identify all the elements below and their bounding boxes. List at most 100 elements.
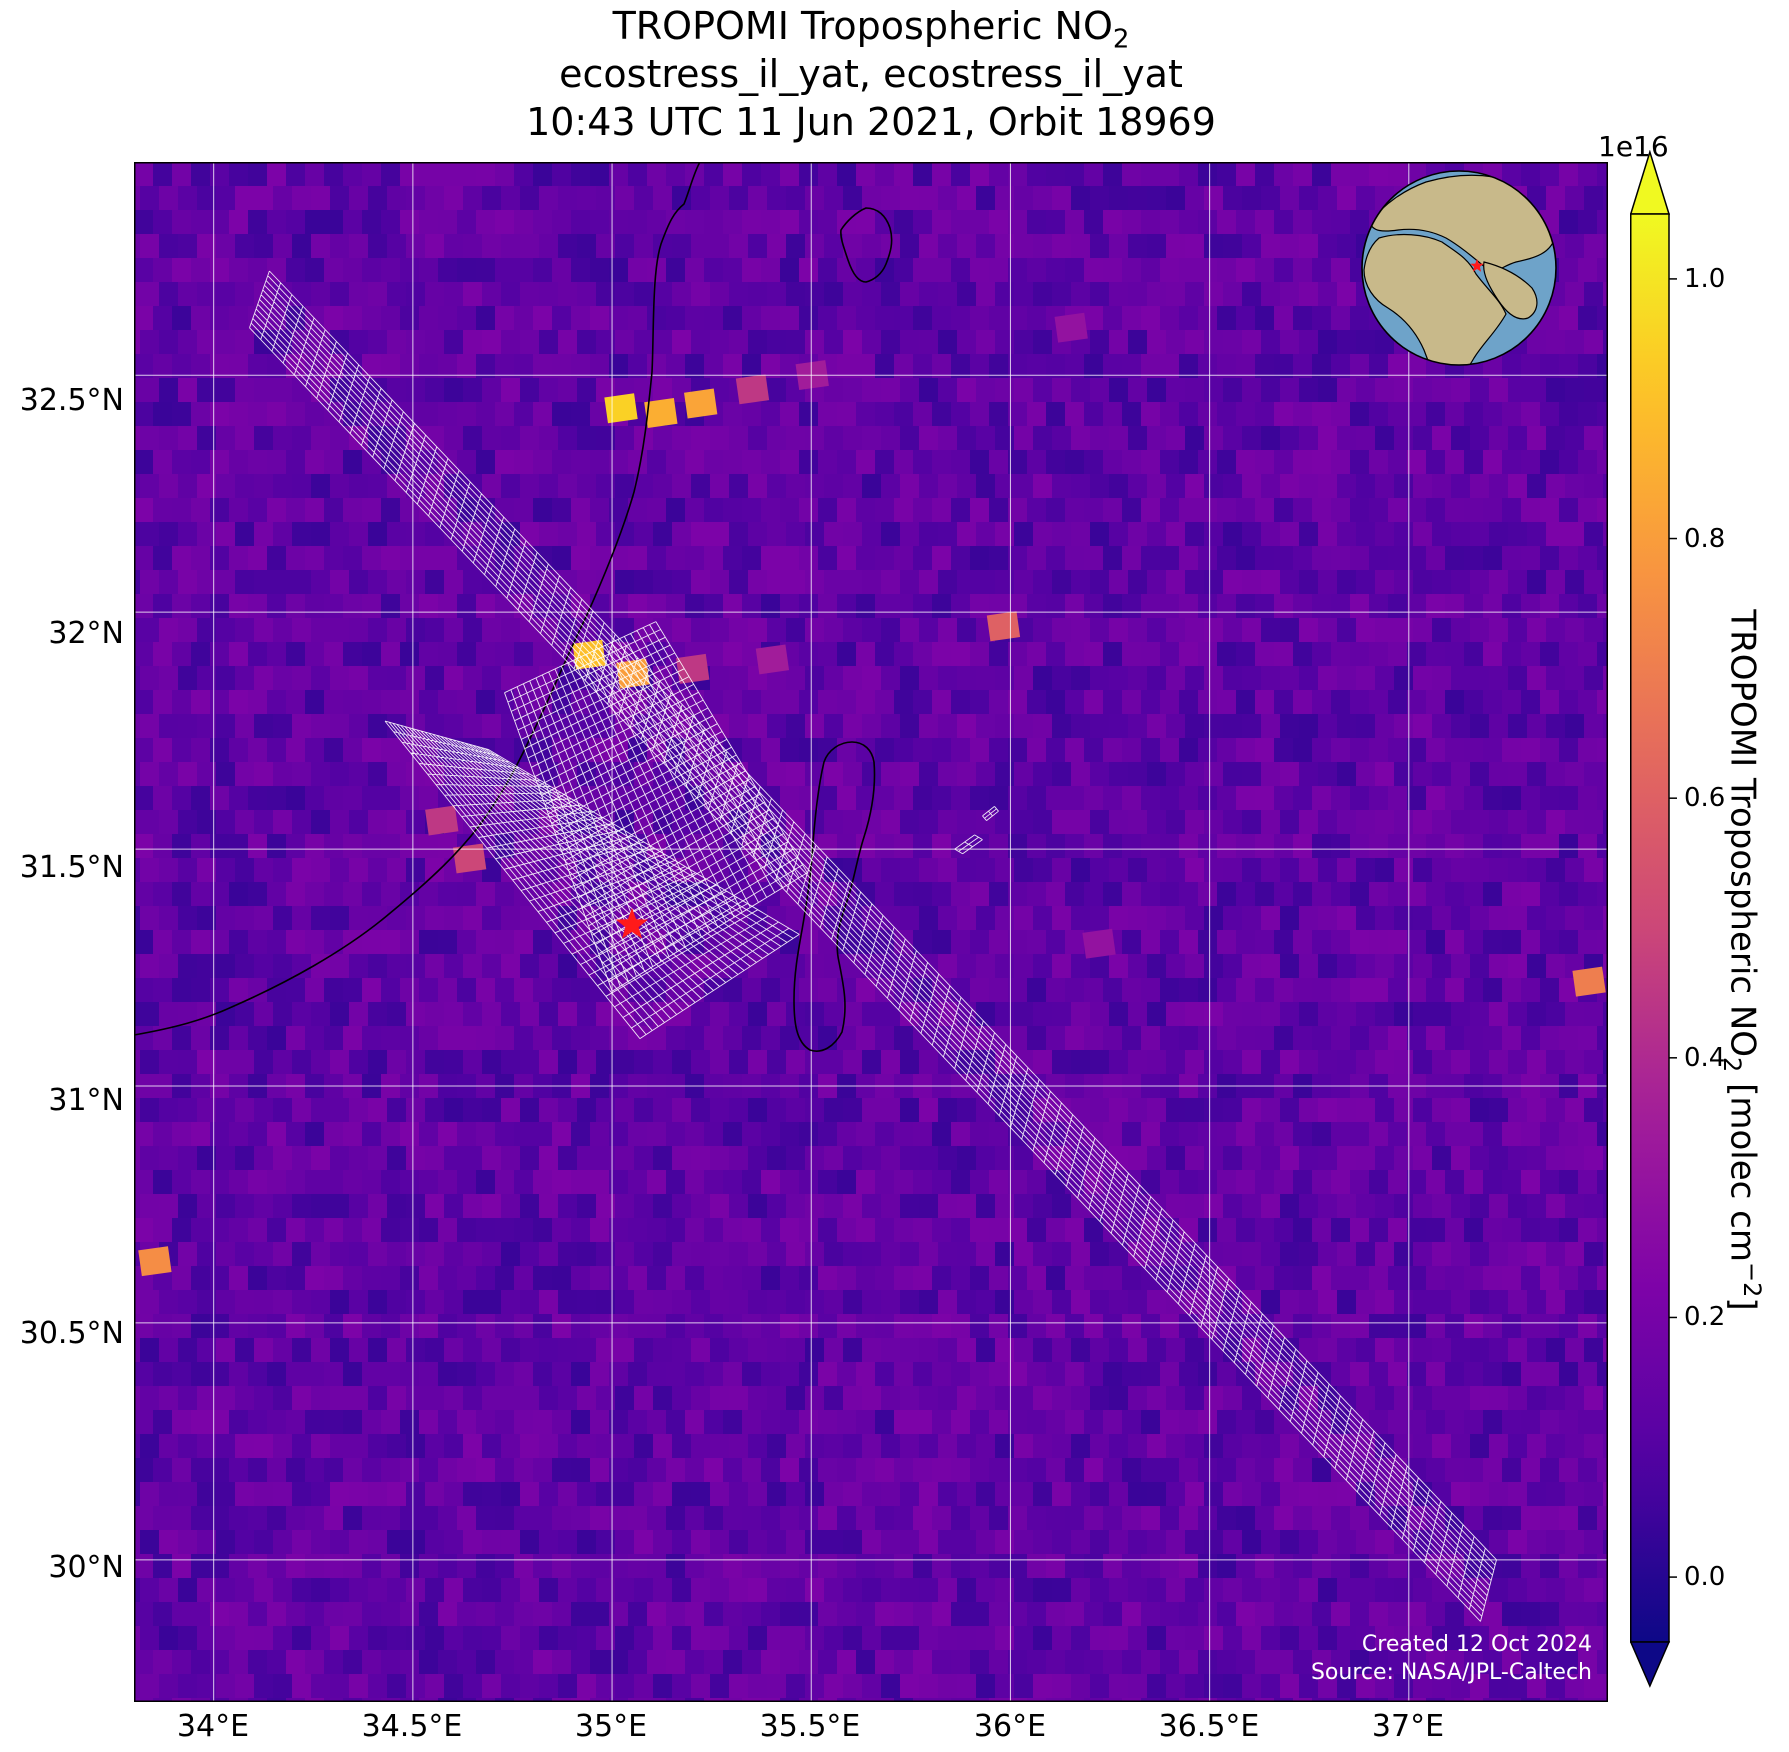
no2-pixel (805, 954, 824, 978)
no2-pixel (305, 882, 324, 906)
no2-pixel (1122, 1362, 1141, 1386)
no2-pixel (894, 834, 913, 858)
no2-pixel (539, 474, 558, 498)
no2-pixel (1299, 954, 1318, 978)
no2-pixel (1375, 906, 1394, 930)
no2-pixel (1008, 1362, 1027, 1386)
no2-pixel (368, 186, 387, 210)
no2-pixel (799, 546, 818, 570)
no2-pixel (862, 1530, 881, 1554)
no2-pixel (1578, 1410, 1597, 1434)
no2-pixel (248, 1554, 267, 1578)
no2-pixel (1527, 522, 1546, 546)
no2-pixel (349, 1050, 368, 1074)
no2-pixel (191, 1410, 210, 1434)
no2-pixel (134, 210, 153, 234)
no2-pixel (1166, 1050, 1185, 1074)
no2-pixel (989, 1506, 1008, 1530)
no2-pixel (742, 258, 761, 282)
no2-pixel (1204, 282, 1223, 306)
no2-pixel (710, 1290, 729, 1314)
no2-pixel (1255, 498, 1274, 522)
no2-pixel (419, 546, 438, 570)
no2-pixel (1407, 1218, 1426, 1242)
no2-pixel (159, 234, 178, 258)
no2-pixel (463, 666, 482, 690)
no2-pixel (596, 1050, 615, 1074)
map-panel[interactable] (134, 162, 1608, 1702)
no2-pixel (1255, 402, 1274, 426)
no2-pixel (881, 1482, 900, 1506)
no2-pixel (1179, 834, 1198, 858)
no2-pixel (476, 162, 495, 186)
no2-pixel (482, 1290, 501, 1314)
no2-pixel (1521, 786, 1540, 810)
no2-pixel (843, 570, 862, 594)
no2-pixel (1394, 522, 1413, 546)
no2-pixel (1369, 1026, 1388, 1050)
no2-pixel (153, 402, 172, 426)
no2-pixel (704, 210, 723, 234)
no2-pixel (248, 210, 267, 234)
no2-pixel (172, 1218, 191, 1242)
no2-pixel (406, 810, 425, 834)
no2-pixel (1198, 1122, 1217, 1146)
no2-pixel (178, 1434, 197, 1458)
no2-map[interactable] (134, 162, 1608, 1702)
no2-pixel (482, 666, 501, 690)
no2-pixel (837, 402, 856, 426)
no2-pixel (1451, 1050, 1470, 1074)
no2-pixel (742, 1458, 761, 1482)
no2-pixel (1489, 1146, 1508, 1170)
no2-pixel (444, 1338, 463, 1362)
no2-pixel (1540, 450, 1559, 474)
no2-pixel (1432, 906, 1451, 930)
no2-pixel (330, 1194, 349, 1218)
no2-pixel (818, 1458, 837, 1482)
no2-pixel (533, 210, 552, 234)
no2-pixel (1318, 234, 1337, 258)
no2-pixel (672, 1098, 691, 1122)
no2-pixel (976, 1098, 995, 1122)
no2-pixel (191, 930, 210, 954)
no2-pixel (1597, 1458, 1608, 1482)
no2-pixel (691, 1482, 710, 1506)
no2-pixel (159, 282, 178, 306)
no2-pixel (1065, 1362, 1084, 1386)
no2-pixel (520, 954, 539, 978)
no2-pixel (381, 546, 400, 570)
no2-pixel (476, 1266, 495, 1290)
no2-pixel (1046, 690, 1065, 714)
no2-pixel (989, 402, 1008, 426)
no2-pixel (1331, 1026, 1350, 1050)
no2-pixel (1052, 234, 1071, 258)
no2-pixel (425, 426, 444, 450)
no2-pixel (539, 186, 558, 210)
no2-pixel (1578, 1218, 1597, 1242)
no2-pixel (1166, 1194, 1185, 1218)
no2-pixel (799, 1602, 818, 1626)
no2-pixel (1508, 474, 1527, 498)
no2-pixel (1299, 1386, 1318, 1410)
no2-pixel (780, 1170, 799, 1194)
no2-pixel (305, 1506, 324, 1530)
no2-pixel (723, 402, 742, 426)
no2-pixel (1293, 786, 1312, 810)
no2-pixel (1027, 210, 1046, 234)
no2-pixel (666, 978, 685, 1002)
no2-pixel (1084, 594, 1103, 618)
no2-pixel (381, 402, 400, 426)
no2-pixel (799, 402, 818, 426)
no2-pixel (995, 954, 1014, 978)
no2-pixel (1540, 1314, 1559, 1338)
no2-pixel (153, 690, 172, 714)
no2-pixel (894, 1362, 913, 1386)
no2-pixel (634, 1626, 653, 1650)
no2-pixel (976, 1146, 995, 1170)
no2-pixel (1521, 738, 1540, 762)
no2-pixel (976, 330, 995, 354)
no2-pixel (710, 234, 729, 258)
no2-pixel (729, 474, 748, 498)
no2-pixel (1141, 210, 1160, 234)
no2-pixel (1508, 618, 1527, 642)
